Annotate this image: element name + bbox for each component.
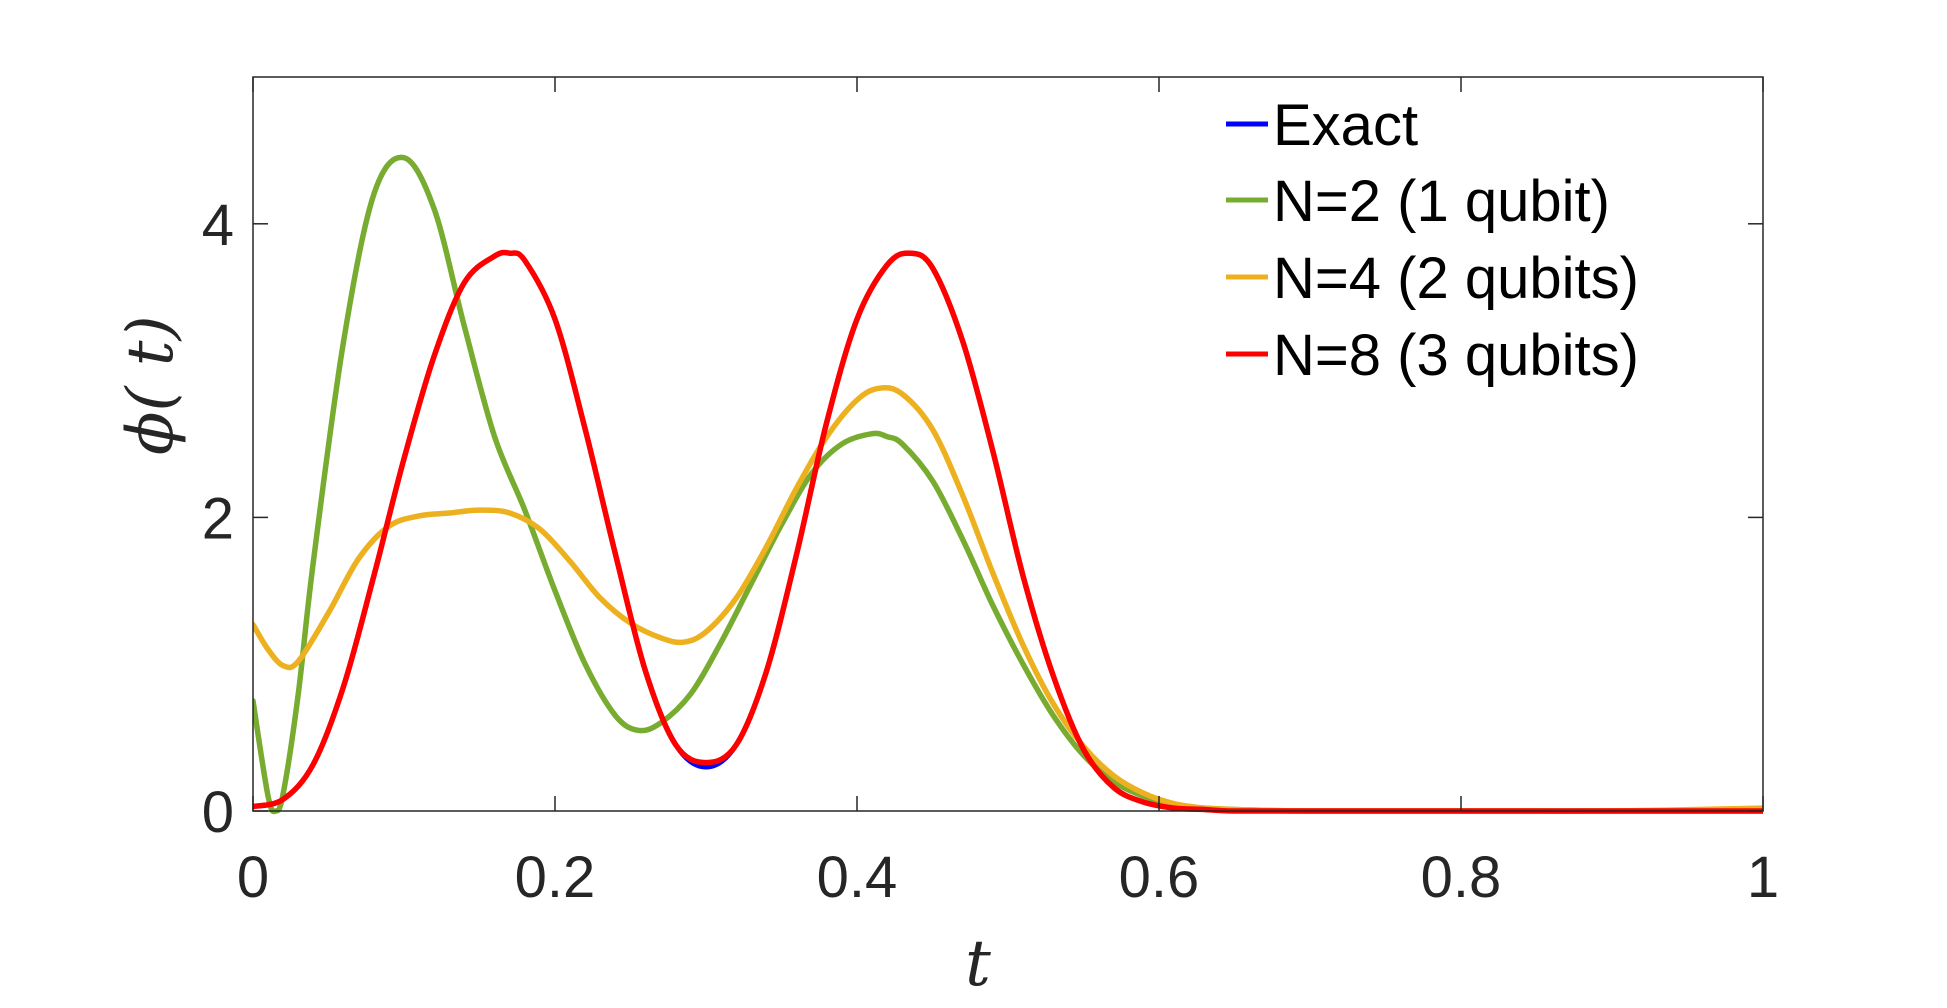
axes-box [252,76,1764,812]
y-tick-label: 0 [202,780,234,845]
x-tick-label: 0 [237,845,269,910]
x-tick-label: 0.8 [1421,845,1502,910]
x-tick-label: 1 [1747,845,1779,910]
x-tick-label: 0.4 [817,845,898,910]
x-tick-label: 0.2 [515,845,596,910]
legend-label: N=4 (2 qubits) [1273,246,1639,311]
plot-background [253,77,1763,811]
plot-area: 0 0.2 0.4 0.6 0.8 1 0 2 4 t ϕ( t) [114,76,1779,1001]
series-line-3 [253,249,1763,814]
series-lines [253,154,1763,815]
x-axis-label: t [965,927,991,1001]
legend-item-2: N=4 (2 qubits) [1226,246,1639,311]
y-tick-label: 4 [202,193,234,258]
y-tick-label: 2 [202,486,234,551]
legend-item-1: N=2 (1 qubit) [1226,169,1610,234]
y-axis-label: ϕ( t) [114,315,188,455]
legend-label: N=2 (1 qubit) [1273,169,1610,234]
legend-label: N=8 (3 qubits) [1273,323,1639,388]
legend-item-3: N=8 (3 qubits) [1226,323,1639,388]
legend-label: Exact [1273,93,1418,158]
x-tick-label: 0.6 [1119,845,1200,910]
legend: Exact N=2 (1 qubit) N=4 (2 qubits) N=8 (3 q… [1226,93,1639,388]
legend-item-0: Exact [1226,93,1418,158]
